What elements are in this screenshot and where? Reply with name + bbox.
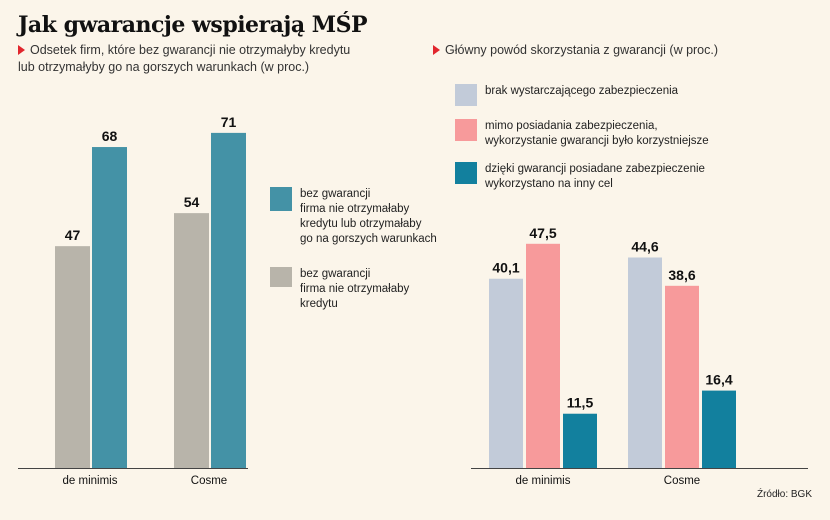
bar: [526, 243, 560, 468]
legend-swatch: [455, 119, 477, 141]
data-label: 71: [221, 114, 237, 130]
data-label: 44,6: [631, 238, 658, 254]
legend-swatch: [455, 84, 477, 106]
data-label: 40,1: [492, 260, 519, 276]
legend-label-line: firma nie otrzymałaby: [300, 283, 410, 295]
bar: [665, 285, 699, 468]
legend-item: mimo posiadania zabezpieczenia, wykorzyst…: [455, 119, 709, 149]
source-note: Źródło: BGK: [756, 489, 812, 500]
legend-label-line: bez gwarancji: [300, 268, 371, 280]
bar: [92, 147, 127, 469]
legend-label: bez gwarancji firma nie otrzymałaby kredyt…: [300, 187, 437, 247]
triangle-marker-icon: [433, 45, 440, 55]
data-label: 16,4: [705, 372, 732, 388]
legend-label-line: go na gorszych warunkach: [300, 233, 437, 245]
legend-label-line: kredytu: [300, 298, 338, 310]
legend-label: mimo posiadania zabezpieczenia, wykorzyst…: [485, 119, 709, 149]
legend-item: dzięki gwarancji posiadane zabezpieczeni…: [455, 162, 705, 192]
data-label: 47,5: [529, 225, 556, 241]
legend-swatch: [270, 267, 292, 287]
legend-item: bez gwarancji firma nie otrzymałaby kredyt…: [270, 187, 437, 247]
category-label: Cosme: [664, 475, 700, 487]
page-title: Jak gwarancje wspierają MŚP: [18, 12, 368, 38]
bar: [702, 390, 736, 468]
bar: [563, 413, 597, 468]
category-label: Cosme: [191, 475, 227, 487]
data-label: 11,5: [567, 395, 594, 411]
legend-label-line: firma nie otrzymałaby: [300, 203, 410, 215]
data-label: 38,6: [668, 267, 695, 283]
bar: [628, 257, 662, 468]
category-label: de minimis: [63, 475, 118, 487]
legend-label-line: dzięki gwarancji posiadane zabezpieczeni…: [485, 163, 705, 175]
data-label: 47: [65, 227, 81, 243]
triangle-marker-icon: [18, 45, 25, 55]
legend-label: dzięki gwarancji posiadane zabezpieczeni…: [485, 162, 705, 192]
legend-item: brak wystarczającego zabezpieczenia: [455, 84, 678, 106]
left-subtitle-text: Odsetek firm, które bez gwarancji nie ot…: [18, 43, 351, 74]
legend-label-line: brak wystarczającego zabezpieczenia: [485, 85, 679, 97]
bar: [489, 278, 523, 468]
legend-swatch: [270, 187, 292, 211]
right-subtitle: Główny powód skorzystania z gwarancji (w…: [433, 42, 823, 59]
legend-label-line: wykorzystanie gwarancji było korzystniej…: [485, 135, 709, 147]
category-label: de minimis: [516, 475, 571, 487]
data-label: 68: [102, 128, 118, 144]
bar: [55, 246, 90, 468]
data-label: 54: [184, 194, 200, 210]
legend-label: bez gwarancji firma nie otrzymałaby kredyt…: [300, 267, 409, 312]
legend-label-line: kredytu lub otrzymałaby: [300, 218, 422, 230]
legend-swatch: [455, 162, 477, 184]
right-subtitle-text: Główny powód skorzystania z gwarancji (w…: [445, 43, 719, 57]
legend-label-line: mimo posiadania zabezpieczenia,: [485, 120, 658, 132]
legend-item: bez gwarancji firma nie otrzymałaby kredyt…: [270, 267, 409, 312]
left-subtitle: Odsetek firm, które bez gwarancji nie ot…: [18, 42, 368, 76]
bar: [174, 213, 209, 468]
legend-label: brak wystarczającego zabezpieczenia: [485, 84, 678, 99]
bar: [211, 132, 246, 468]
legend-label-line: wykorzystano na inny cel: [485, 178, 613, 190]
legend-label-line: bez gwarancji: [300, 188, 371, 200]
